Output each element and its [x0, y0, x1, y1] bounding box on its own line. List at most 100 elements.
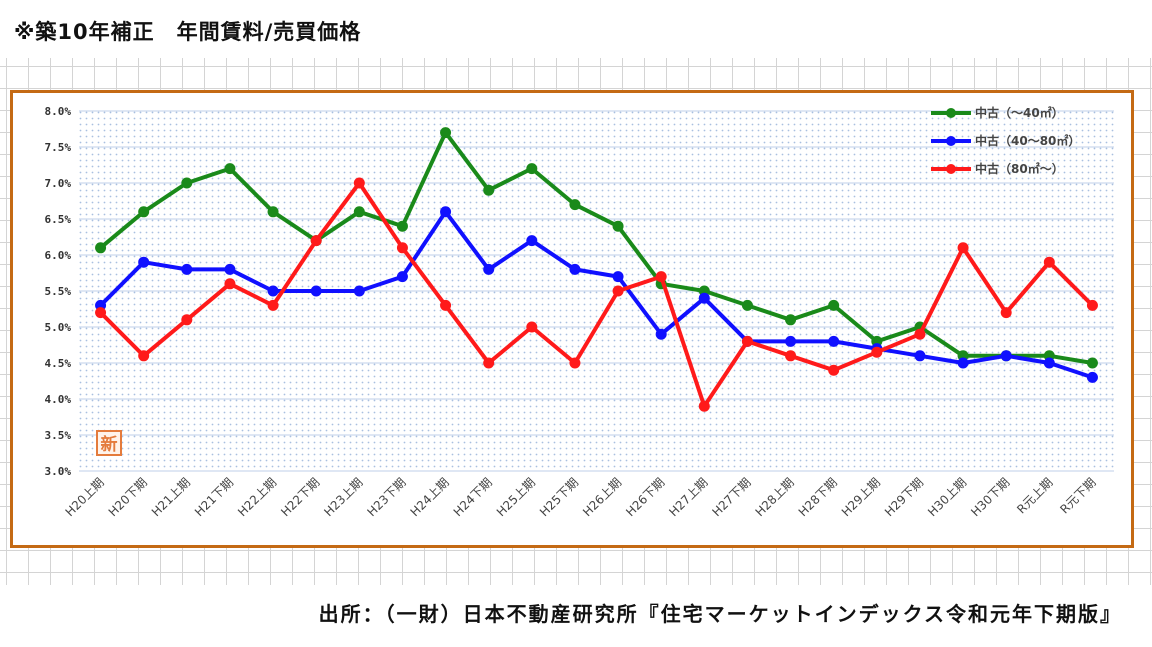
y-tick-label: 4.5%	[45, 357, 72, 370]
x-tick-label: H27下期	[710, 475, 754, 519]
data-point	[440, 299, 452, 311]
data-point	[181, 263, 193, 275]
y-tick-label: 5.0%	[45, 321, 72, 334]
data-point	[612, 271, 624, 283]
x-tick-label: H29上期	[839, 475, 883, 519]
data-point	[138, 256, 150, 268]
data-point	[353, 177, 365, 189]
x-tick-label: H30下期	[968, 475, 1012, 519]
data-point	[1000, 350, 1012, 362]
data-point	[181, 314, 193, 326]
data-point	[741, 335, 753, 347]
series-line-0	[99, 130, 1093, 365]
x-tick-label: H30上期	[925, 475, 969, 519]
data-point	[828, 335, 840, 347]
x-tick-label: H21下期	[192, 475, 236, 519]
data-point	[612, 220, 624, 232]
data-point	[396, 220, 408, 232]
y-tick-label: 8.0%	[45, 105, 72, 118]
y-tick-label: 4.0%	[45, 393, 72, 406]
x-tick-label: H23上期	[321, 475, 365, 519]
legend-label: 中古（40～80㎡）	[975, 133, 1080, 148]
data-point	[440, 206, 452, 218]
data-point	[310, 285, 322, 297]
chart-svg: 3.0% 3.5% 4.0% 4.5% 5.0% 5.5% 6.0% 6.5% 7.0% 7.5%…	[45, 105, 1114, 519]
source-note: 出所：（一財）日本不動産研究所『住宅マーケットインデックス令和元年下期版』	[310, 598, 1122, 627]
x-tick-label: H27上期	[666, 475, 710, 519]
x-tick-label: R元下期	[1057, 475, 1098, 516]
x-tick-label: H21上期	[149, 475, 193, 519]
x-tick-label: H23下期	[365, 475, 409, 519]
data-point	[396, 271, 408, 283]
chart-frame[interactable]: 3.0% 3.5% 4.0% 4.5% 5.0% 5.5% 6.0% 6.5% 7.0% 7.5%…	[10, 90, 1134, 548]
x-tick-label: H24上期	[408, 475, 452, 519]
data-point	[224, 163, 236, 175]
new-stamp-icon: 新	[96, 430, 122, 456]
y-tick-label: 5.5%	[45, 285, 72, 298]
x-tick-label: H20下期	[106, 475, 150, 519]
legend-marker	[946, 136, 956, 146]
data-point	[1043, 357, 1055, 369]
data-point	[655, 328, 667, 340]
x-tick-label: H20上期	[63, 475, 107, 519]
data-point	[871, 346, 883, 358]
x-tick-label: H26下期	[623, 475, 667, 519]
legend-marker	[946, 108, 956, 118]
data-point	[181, 177, 193, 189]
data-point	[1086, 371, 1098, 383]
series-line-2	[99, 181, 1094, 409]
series-line-1	[99, 209, 1094, 380]
data-point	[224, 278, 236, 290]
x-tick-label: H25上期	[494, 475, 538, 519]
y-tick-label: 7.0%	[45, 177, 72, 190]
data-point	[785, 335, 797, 347]
sheet-heading: ※築10年補正 年間賃料/売買価格	[14, 16, 370, 46]
y-tick-label: 3.0%	[45, 465, 72, 478]
x-tick-label: H28下期	[796, 475, 840, 519]
x-tick-label: H22下期	[278, 475, 322, 519]
data-point	[828, 364, 840, 376]
data-point	[828, 299, 840, 311]
data-point	[957, 357, 969, 369]
data-point	[526, 163, 538, 175]
data-point	[483, 263, 495, 275]
y-tick-label: 6.5%	[45, 213, 72, 226]
x-tick-label: H24下期	[451, 475, 495, 519]
y-tick-label: 3.5%	[45, 429, 72, 442]
data-point	[569, 199, 581, 211]
x-tick-label: H25下期	[537, 475, 581, 519]
x-tick-label: H22上期	[235, 475, 279, 519]
data-point	[95, 242, 107, 254]
data-point	[1000, 307, 1012, 319]
data-point	[483, 357, 495, 369]
data-point	[353, 206, 365, 218]
data-point	[138, 206, 150, 218]
data-point	[569, 263, 581, 275]
data-point	[526, 235, 538, 247]
data-point	[440, 127, 452, 139]
data-point	[655, 271, 667, 283]
data-point	[1043, 256, 1055, 268]
data-point	[914, 350, 926, 362]
y-tick-label: 6.0%	[45, 249, 72, 262]
data-point	[267, 299, 279, 311]
data-point	[1086, 357, 1098, 369]
legend-label: 中古（80㎡～）	[975, 161, 1064, 176]
data-point	[310, 235, 322, 247]
data-point	[785, 350, 797, 362]
data-point	[914, 328, 926, 340]
data-point	[612, 285, 624, 297]
data-point	[95, 307, 107, 319]
data-point	[483, 184, 495, 196]
data-point	[396, 242, 408, 254]
data-point	[1086, 299, 1098, 311]
legend-marker	[946, 164, 956, 174]
data-point	[138, 350, 150, 362]
data-point	[353, 285, 365, 297]
data-point	[698, 292, 710, 304]
data-point	[526, 321, 538, 333]
data-point	[957, 242, 969, 254]
data-point	[224, 263, 236, 275]
data-point	[569, 357, 581, 369]
data-point	[267, 285, 279, 297]
